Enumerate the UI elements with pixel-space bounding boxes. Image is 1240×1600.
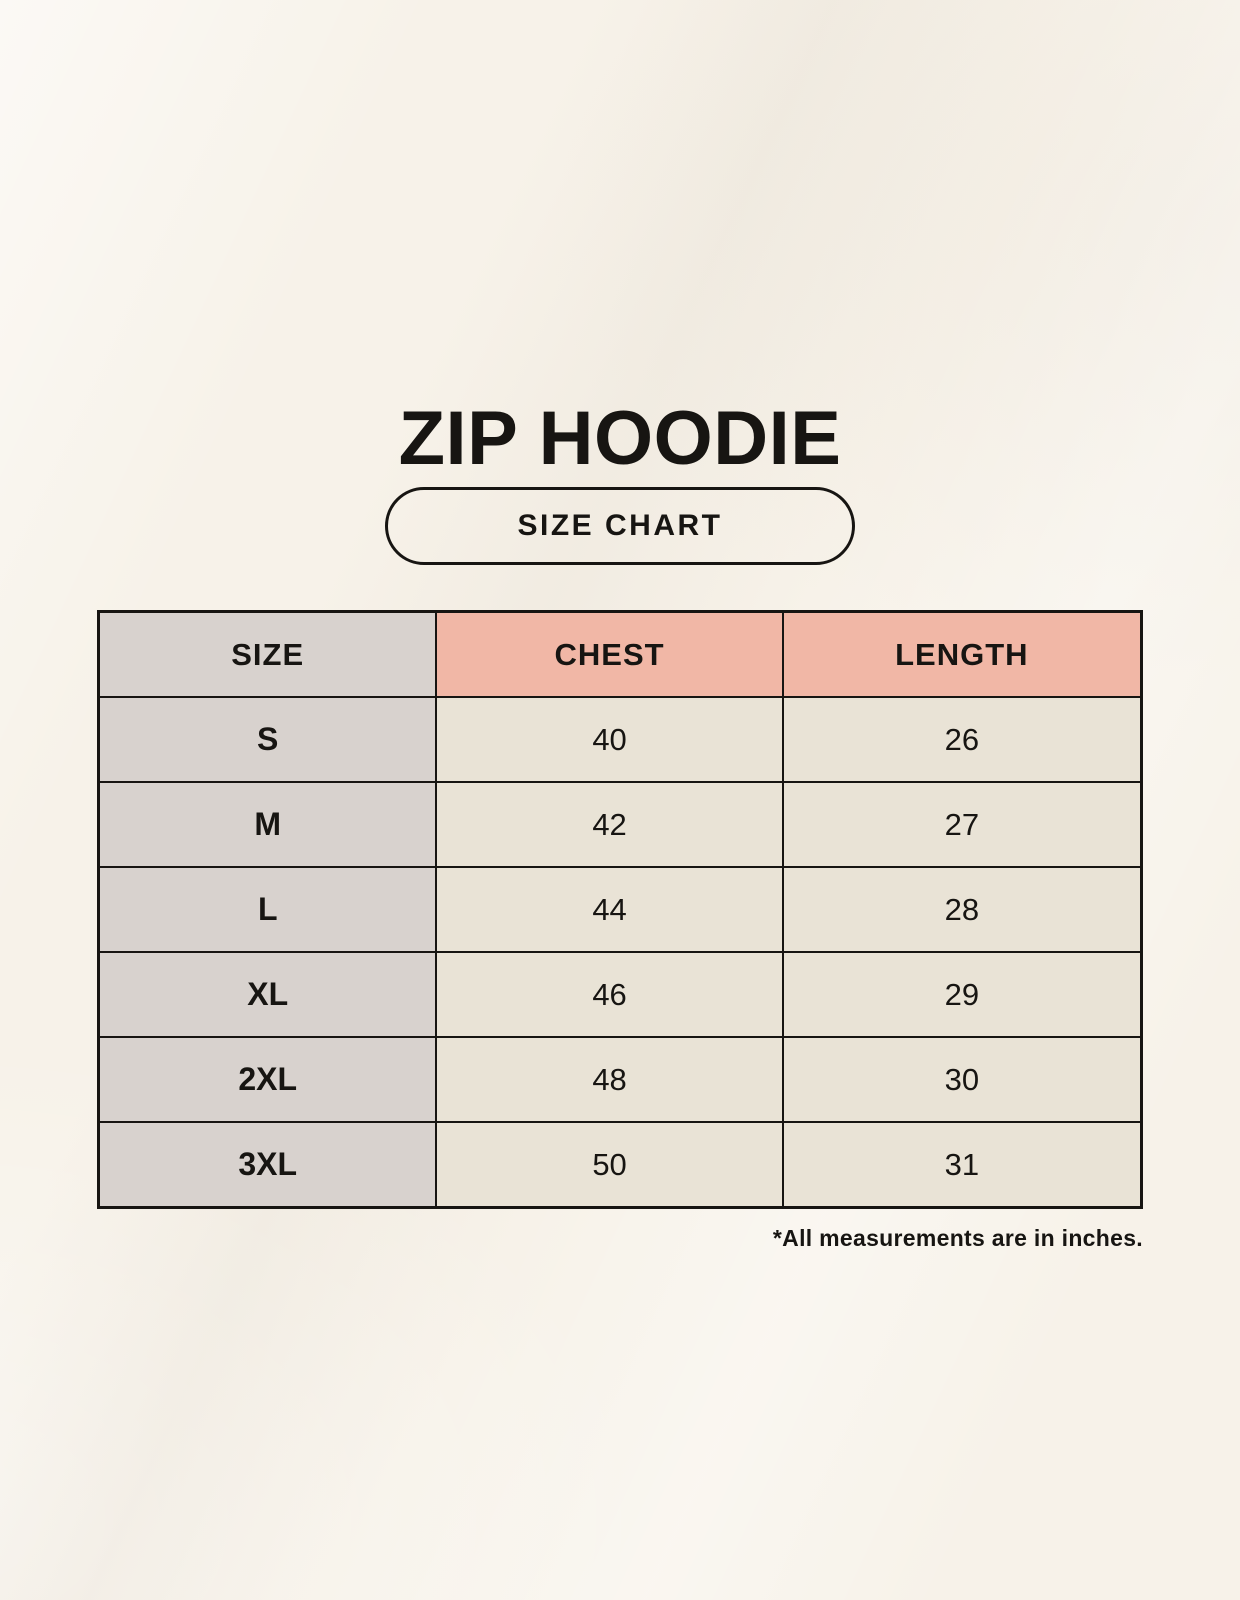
length-cell: 26	[781, 696, 1143, 783]
size-cell: 2XL	[97, 1036, 438, 1123]
column-header-size: SIZE	[97, 610, 438, 698]
chest-cell: 46	[435, 951, 784, 1038]
table-row: 2XL 48 30	[97, 1036, 1143, 1123]
column-header-length: LENGTH	[781, 610, 1143, 698]
size-cell: XL	[97, 951, 438, 1038]
chest-cell: 44	[435, 866, 784, 953]
page-title: ZIP HOODIE	[398, 395, 842, 481]
table-row: XL 46 29	[97, 951, 1143, 1038]
table-row: S 40 26	[97, 696, 1143, 783]
length-cell: 30	[781, 1036, 1143, 1123]
table-row: 3XL 50 31	[97, 1121, 1143, 1209]
chest-cell: 42	[435, 781, 784, 868]
length-cell: 28	[781, 866, 1143, 953]
chest-cell: 50	[435, 1121, 784, 1209]
size-chart-badge[interactable]: SIZE CHART	[385, 487, 855, 565]
size-chart-badge-label: SIZE CHART	[517, 509, 723, 542]
measurements-footnote: *All measurements are in inches.	[772, 1225, 1143, 1251]
size-chart-table-container: SIZE CHEST LENGTH S 40 26 M 42 27 L 44 2…	[97, 610, 1143, 1209]
size-cell: S	[97, 696, 438, 783]
length-cell: 31	[781, 1121, 1143, 1209]
chest-cell: 48	[435, 1036, 784, 1123]
column-header-chest: CHEST	[435, 610, 784, 698]
length-cell: 29	[781, 951, 1143, 1038]
size-chart-table: SIZE CHEST LENGTH S 40 26 M 42 27 L 44 2…	[97, 610, 1143, 1209]
table-header-row: SIZE CHEST LENGTH	[97, 610, 1143, 698]
chest-cell: 40	[435, 696, 784, 783]
length-cell: 27	[781, 781, 1143, 868]
size-cell: M	[97, 781, 438, 868]
table-row: M 42 27	[97, 781, 1143, 868]
table-row: L 44 28	[97, 866, 1143, 953]
size-cell: 3XL	[97, 1121, 438, 1209]
size-cell: L	[97, 866, 438, 953]
